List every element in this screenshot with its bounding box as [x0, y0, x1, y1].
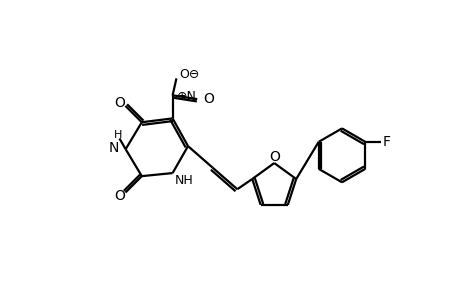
Text: N: N — [108, 141, 118, 155]
Text: NH: NH — [174, 174, 193, 187]
Text: O: O — [114, 96, 124, 110]
Text: O: O — [114, 189, 124, 202]
Text: ⊕N: ⊕N — [177, 90, 196, 103]
Text: H: H — [113, 130, 122, 140]
Text: O: O — [203, 92, 214, 106]
Text: O: O — [268, 150, 279, 164]
Text: F: F — [382, 135, 390, 149]
Text: O⊖: O⊖ — [179, 68, 199, 81]
